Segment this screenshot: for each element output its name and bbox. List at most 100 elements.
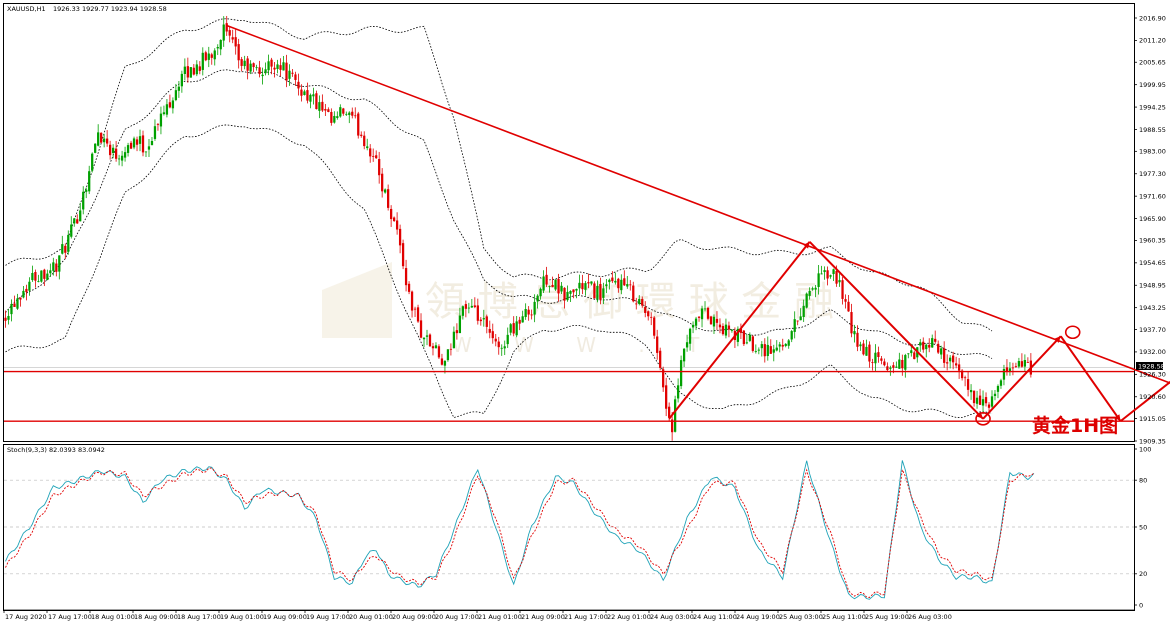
candle-body (754, 351, 757, 352)
time-tick-label: 19 Aug 01:00 (220, 613, 264, 621)
stoch-tick-label: 20 (1139, 570, 1147, 578)
candle (895, 361, 898, 369)
time-tick-label: 19 Aug 09:00 (263, 613, 307, 621)
candle (614, 272, 617, 285)
candle-body (659, 350, 662, 368)
candle-body (117, 158, 121, 160)
candle (524, 303, 527, 320)
candle (25, 284, 28, 301)
candle-body (4, 317, 7, 321)
candle-body (739, 328, 743, 333)
candle-body (907, 353, 910, 355)
annotation-lines (4, 24, 1170, 426)
candle-body (345, 113, 348, 115)
candle-body (225, 23, 228, 32)
candle (990, 390, 994, 410)
candle (485, 314, 488, 334)
price-tick-label: 1994.25 (1139, 103, 1166, 111)
projection-segment (668, 241, 811, 420)
candle (940, 345, 943, 360)
candle (802, 299, 805, 322)
candle-body (987, 404, 991, 408)
candle-body (138, 136, 142, 144)
candle (285, 54, 288, 88)
candle-body (336, 116, 339, 118)
candle-body (443, 360, 447, 366)
candle (300, 84, 303, 102)
candle (37, 274, 40, 283)
candle (252, 62, 255, 73)
candle-body (778, 344, 781, 347)
candle-body (551, 284, 554, 288)
candle-body (883, 361, 886, 366)
candle-body (530, 314, 533, 316)
candle-body (802, 305, 805, 317)
candle-body (978, 395, 982, 405)
candle-body (823, 270, 826, 273)
target-circle (1064, 325, 1081, 340)
candle-body (446, 349, 450, 361)
candle-body (781, 344, 784, 347)
candle-body (94, 143, 97, 153)
candle-body (300, 89, 303, 96)
candle-body (925, 344, 928, 350)
candle-body (560, 285, 563, 292)
candle-body (969, 389, 973, 393)
candle-body (13, 303, 16, 307)
candle-body (584, 283, 587, 290)
candle (853, 324, 856, 343)
candle (560, 282, 563, 294)
candle-body (180, 73, 183, 87)
candle (665, 377, 668, 417)
candle (111, 144, 115, 159)
candle-body (150, 141, 154, 146)
candle-body (249, 63, 252, 72)
candle (216, 44, 219, 56)
candle-body (252, 63, 255, 68)
candle (103, 133, 106, 148)
candle (94, 143, 97, 154)
candle-body (375, 155, 378, 159)
candle (841, 276, 844, 305)
price-tag-value: 1928.58 (1138, 363, 1165, 371)
candle (55, 259, 58, 277)
candle-body (135, 139, 139, 145)
candle (808, 287, 811, 300)
candle (378, 151, 381, 184)
candle (258, 60, 261, 78)
candle (497, 336, 500, 355)
candle-body (19, 297, 22, 300)
candle-body (892, 365, 895, 368)
candle-body (730, 329, 734, 331)
candle (117, 154, 121, 166)
candle-body (784, 343, 787, 346)
candle (452, 326, 456, 349)
candle (464, 300, 467, 318)
candle-body (685, 342, 689, 348)
candle-body (422, 337, 426, 340)
candle (19, 297, 22, 307)
candle-body (656, 336, 659, 353)
candle-body (940, 348, 943, 355)
candle (422, 337, 426, 348)
candle (333, 111, 336, 124)
candle (85, 187, 88, 199)
candle-body (318, 102, 321, 111)
candle-body (811, 288, 814, 290)
candle-body (213, 50, 216, 60)
candle-body (694, 318, 698, 326)
candle-body (171, 100, 175, 109)
candle (727, 321, 731, 338)
candle (796, 320, 799, 326)
candle-body (219, 39, 222, 50)
candle (981, 390, 985, 415)
candle (635, 297, 638, 310)
candle (578, 274, 581, 295)
stoch-main-line (5, 460, 1035, 600)
candle-body (533, 301, 536, 315)
candle (440, 353, 444, 366)
candle-body (306, 90, 309, 101)
candle (16, 293, 19, 310)
candle-body (742, 330, 746, 345)
candle-body (261, 74, 264, 77)
